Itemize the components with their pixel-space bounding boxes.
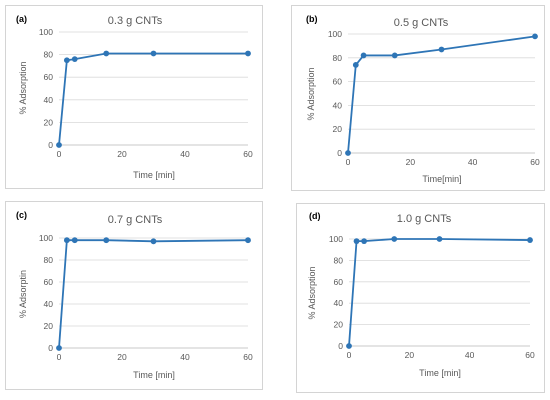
data-point bbox=[71, 56, 78, 63]
y-tick-label: 40 bbox=[44, 299, 54, 309]
data-point bbox=[63, 237, 70, 244]
x-tick-label: 40 bbox=[180, 352, 190, 362]
data-point bbox=[436, 236, 443, 242]
data-point bbox=[63, 57, 70, 64]
y-axis-title: % Adsorption bbox=[306, 67, 316, 120]
data-point bbox=[103, 237, 110, 244]
x-tick-label: 0 bbox=[346, 157, 351, 167]
data-point bbox=[150, 238, 157, 245]
y-tick-label: 60 bbox=[44, 72, 54, 82]
x-tick-label: 60 bbox=[243, 352, 253, 362]
data-point bbox=[345, 150, 351, 156]
series-line bbox=[58, 239, 249, 349]
y-tick-label: 40 bbox=[44, 95, 54, 105]
panel-label: (c) bbox=[16, 210, 27, 220]
y-tick-label: 80 bbox=[334, 255, 344, 265]
y-tick-label: 60 bbox=[44, 277, 54, 287]
data-point bbox=[346, 343, 352, 349]
data-point bbox=[438, 46, 445, 53]
x-tick-label: 60 bbox=[530, 157, 540, 167]
chart-title: 0.3 g CNTs bbox=[108, 15, 163, 27]
y-tick-label: 80 bbox=[44, 50, 54, 60]
x-tick-label: 40 bbox=[180, 149, 190, 159]
y-tick-label: 0 bbox=[48, 343, 53, 353]
chart-panel-b: (b) 0.5 g CNTs 0 20 40 60 80 100 0 20 40 60 Time[min… bbox=[291, 5, 545, 191]
x-axis-title: Time [min] bbox=[419, 368, 461, 378]
panel-label: (a) bbox=[16, 14, 27, 24]
y-tick-label: 80 bbox=[44, 255, 54, 265]
data-point bbox=[353, 238, 360, 245]
x-tick-label: 0 bbox=[57, 352, 62, 362]
y-tick-label: 60 bbox=[333, 77, 343, 87]
y-axis-title: % Adsorption bbox=[18, 61, 28, 114]
y-tick-label: 100 bbox=[329, 234, 343, 244]
y-tick-label: 60 bbox=[334, 277, 344, 287]
chart-title: 0.5 g CNTs bbox=[394, 17, 449, 29]
x-tick-label: 40 bbox=[468, 157, 478, 167]
data-point bbox=[391, 52, 398, 59]
series-line bbox=[347, 35, 536, 154]
data-point bbox=[150, 50, 157, 57]
chart-panel-a: (a) 0.3 g CNTs 0 20 40 60 80 100 0 20 40 60 Time [mi… bbox=[5, 5, 263, 189]
x-tick-label: 20 bbox=[405, 350, 415, 360]
data-point bbox=[532, 33, 538, 40]
chart-title: 1.0 g CNTs bbox=[397, 213, 452, 225]
data-point bbox=[360, 52, 367, 59]
chart-title: 0.7 g CNTs bbox=[108, 214, 163, 226]
x-tick-label: 40 bbox=[465, 350, 475, 360]
chart-panel-d: (d) 1.0 g CNTs 0 20 40 60 80 100 0 20 40 60 Time [mi… bbox=[296, 203, 545, 393]
y-tick-label: 40 bbox=[334, 298, 344, 308]
y-tick-label: 100 bbox=[39, 27, 53, 37]
panel-label: (d) bbox=[309, 211, 321, 221]
data-point bbox=[245, 237, 251, 244]
data-point bbox=[352, 62, 359, 68]
data-point bbox=[361, 238, 367, 245]
x-tick-label: 60 bbox=[243, 149, 253, 159]
data-point bbox=[56, 345, 62, 351]
y-tick-label: 20 bbox=[44, 117, 54, 127]
y-tick-label: 100 bbox=[328, 29, 342, 39]
data-point bbox=[391, 236, 398, 242]
panel-label: (b) bbox=[306, 14, 318, 24]
y-tick-label: 100 bbox=[39, 233, 53, 243]
y-axis-title: % Adsorption bbox=[307, 266, 317, 319]
data-point bbox=[56, 142, 62, 148]
y-tick-label: 0 bbox=[338, 341, 343, 351]
data-point bbox=[71, 237, 78, 244]
chart-svg-d: (d) 1.0 g CNTs 0 20 40 60 80 100 0 20 40 60 Time [mi… bbox=[307, 211, 535, 378]
chart-svg-c: (c) 0.7 g CNTs 0 20 40 60 80 100 0 20 40 60 Time [mi… bbox=[16, 210, 253, 380]
x-tick-label: 0 bbox=[57, 149, 62, 159]
y-tick-label: 0 bbox=[48, 140, 53, 150]
x-tick-label: 20 bbox=[406, 157, 416, 167]
data-point bbox=[245, 50, 251, 57]
y-tick-label: 40 bbox=[333, 100, 343, 110]
data-point bbox=[103, 50, 110, 57]
x-tick-label: 0 bbox=[347, 350, 352, 360]
x-axis-title: Time [min] bbox=[133, 370, 175, 380]
y-tick-label: 20 bbox=[333, 124, 343, 134]
x-tick-label: 20 bbox=[117, 352, 127, 362]
series-line bbox=[58, 52, 248, 146]
y-axis-title: % Adsorptin bbox=[18, 270, 28, 318]
chart-svg-a: (a) 0.3 g CNTs 0 20 40 60 80 100 0 20 40 60 Time [mi… bbox=[16, 14, 253, 180]
x-axis-title: Time [min] bbox=[133, 170, 175, 180]
chart-panel-c: (c) 0.7 g CNTs 0 20 40 60 80 100 0 20 40 60 Time [mi… bbox=[5, 201, 263, 390]
y-tick-label: 20 bbox=[334, 320, 344, 330]
x-tick-label: 60 bbox=[525, 350, 535, 360]
y-tick-label: 0 bbox=[337, 148, 342, 158]
x-axis-title: Time[min] bbox=[422, 174, 461, 184]
data-point bbox=[527, 237, 533, 243]
y-tick-label: 20 bbox=[44, 321, 54, 331]
series-line bbox=[348, 238, 531, 347]
y-tick-label: 80 bbox=[333, 53, 343, 63]
chart-svg-b: (b) 0.5 g CNTs 0 20 40 60 80 100 0 20 40 60 Time[min… bbox=[306, 14, 540, 184]
x-tick-label: 20 bbox=[117, 149, 127, 159]
